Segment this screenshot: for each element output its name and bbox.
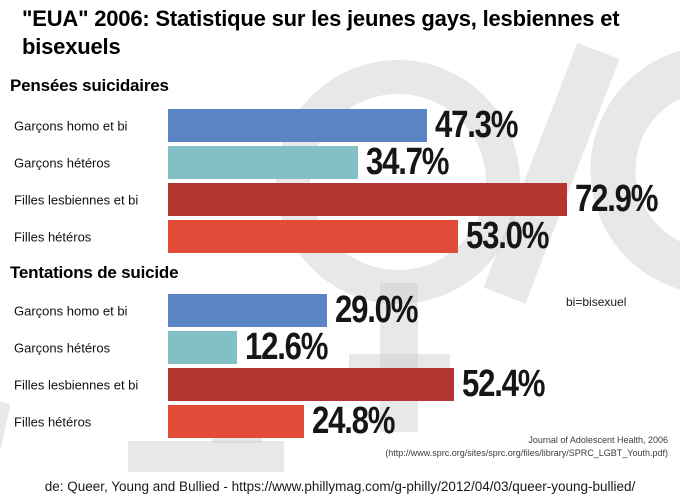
category-label: Garçons hétéros — [14, 340, 111, 355]
bar-row: Garçons homo et bi 47.3% — [0, 104, 680, 146]
bar-value: 72.9% — [575, 178, 658, 220]
bar — [168, 368, 454, 401]
bar-value: 47.3% — [435, 104, 518, 146]
category-label: Filles hétéros — [14, 414, 92, 429]
source-citation: Journal of Adolescent Health, 2006 (http… — [385, 434, 668, 459]
legend-note: bi=bisexuel — [566, 295, 627, 309]
category-label: Garçons homo et bi — [14, 303, 128, 318]
category-label: Garçons hétéros — [14, 155, 111, 170]
category-label: Filles lesbiennes et bi — [14, 377, 139, 392]
bar-row: Filles lesbiennes et bi 52.4% — [0, 363, 680, 405]
bar-row: Garçons homo et bi 29.0% — [0, 289, 680, 331]
page-title: "EUA" 2006: Statistique sur les jeunes g… — [22, 6, 620, 59]
bar-row: Filles hétéros 24.8% — [0, 400, 680, 442]
section-heading-tentations-de-suicide: Tentations de suicide — [10, 263, 179, 282]
bar-value: 52.4% — [462, 363, 545, 405]
bar-value: 24.8% — [312, 400, 395, 442]
bar — [168, 146, 358, 179]
bar-row: Garçons hétéros 34.7% — [0, 141, 680, 183]
bar-value: 29.0% — [335, 289, 418, 331]
bar-value: 34.7% — [366, 141, 449, 183]
bar — [168, 294, 327, 327]
bar-row: Filles lesbiennes et bi 72.9% — [0, 178, 680, 220]
bar — [168, 220, 458, 253]
category-label: Filles hétéros — [14, 229, 92, 244]
source-citation-line2: (http://www.sprc.org/sites/sprc.org/file… — [385, 447, 668, 458]
section-heading-pensees-suicidaires: Pensées suicidaires — [10, 76, 169, 95]
bar-value: 12.6% — [245, 326, 328, 368]
bar — [168, 331, 237, 364]
bar-value: 53.0% — [466, 215, 549, 257]
bar-row: Filles hétéros 53.0% — [0, 215, 680, 257]
female-symbol-partial-icon — [483, 42, 680, 304]
bar-row: Garçons hétéros 12.6% — [0, 326, 680, 368]
bar — [168, 183, 567, 216]
category-label: Filles lesbiennes et bi — [14, 192, 139, 207]
bar — [168, 109, 427, 142]
image-caption: de: Queer, Young and Bullied - https://w… — [44, 479, 636, 494]
category-label: Garçons homo et bi — [14, 118, 128, 133]
source-citation-line1: Journal of Adolescent Health, 2006 — [528, 435, 668, 445]
bar — [168, 405, 304, 438]
